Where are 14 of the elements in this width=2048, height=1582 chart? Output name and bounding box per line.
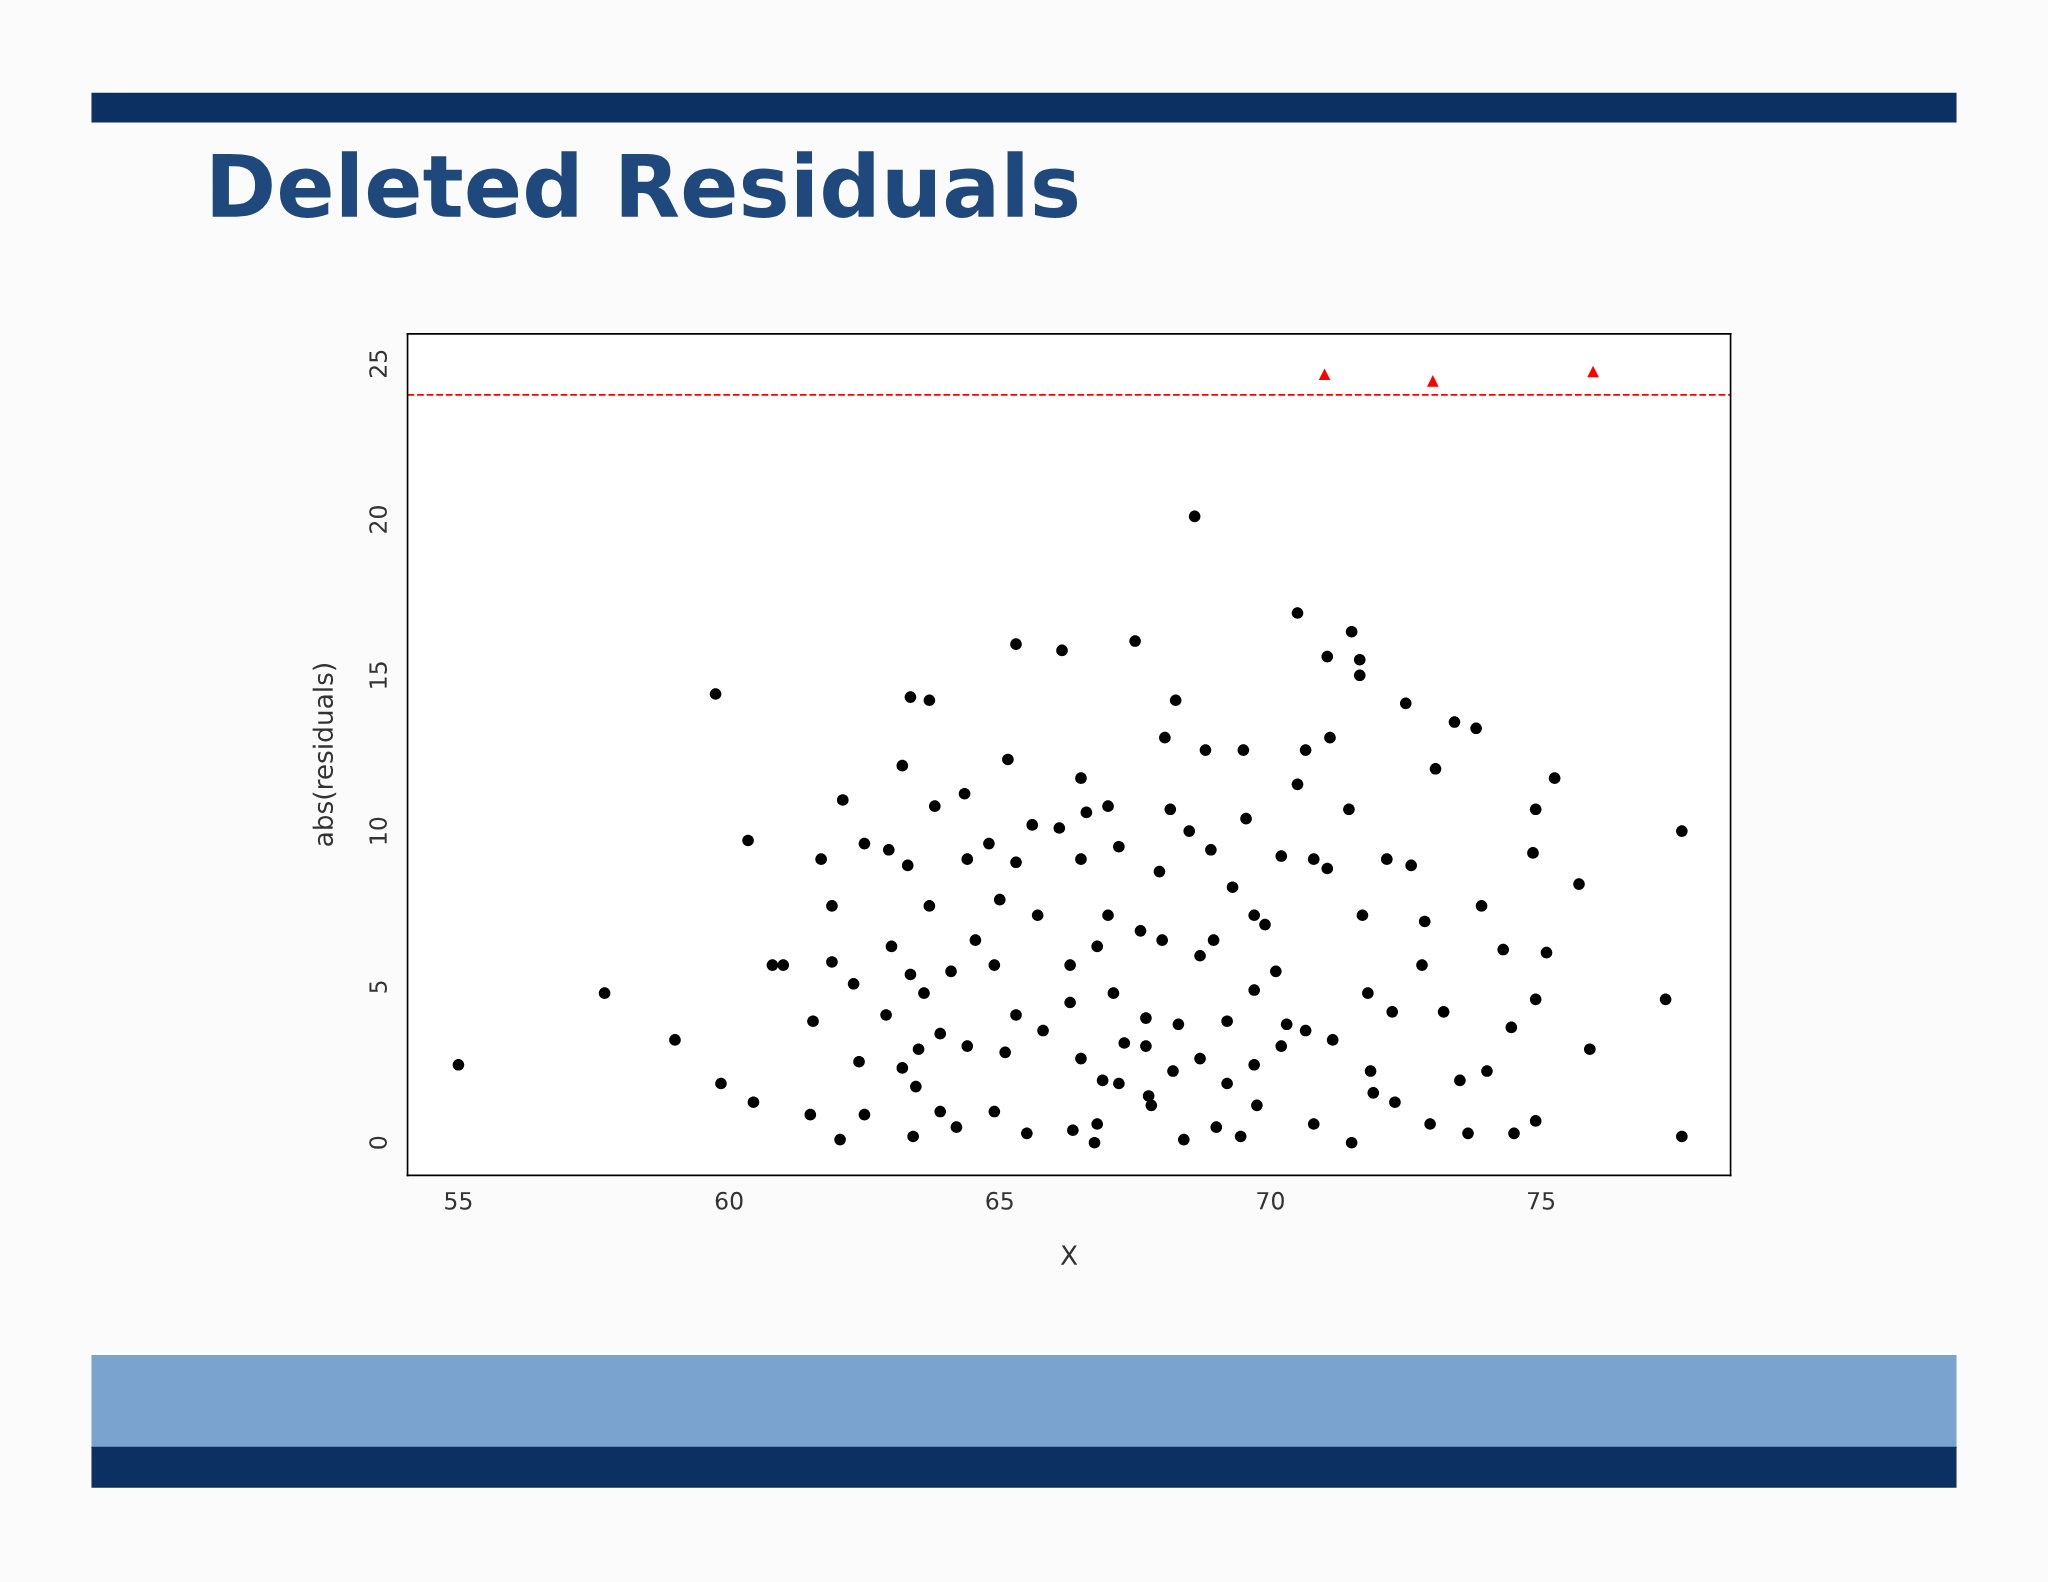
chart-title: Deleted Residuals [212, 151, 1078, 218]
y-tick-label: 0 [369, 1136, 388, 1149]
y-tick-label: 25 [369, 350, 388, 378]
x-tick-label: 60 [715, 1191, 743, 1210]
y-tick-label: 15 [369, 662, 388, 688]
x-tick-label: 75 [1528, 1192, 1555, 1210]
y-tick-label: 20 [369, 506, 388, 533]
x-tick-label: 65 [986, 1191, 1013, 1210]
x-tick-label: 70 [1257, 1191, 1284, 1210]
x-tick-label: 55 [445, 1192, 472, 1210]
y-tick-label: 5 [369, 981, 388, 993]
y-axis-title: abs(residuals) [312, 664, 337, 846]
y-tick-label: 10 [369, 817, 388, 844]
x-axis-title: X [1060, 1245, 1078, 1265]
